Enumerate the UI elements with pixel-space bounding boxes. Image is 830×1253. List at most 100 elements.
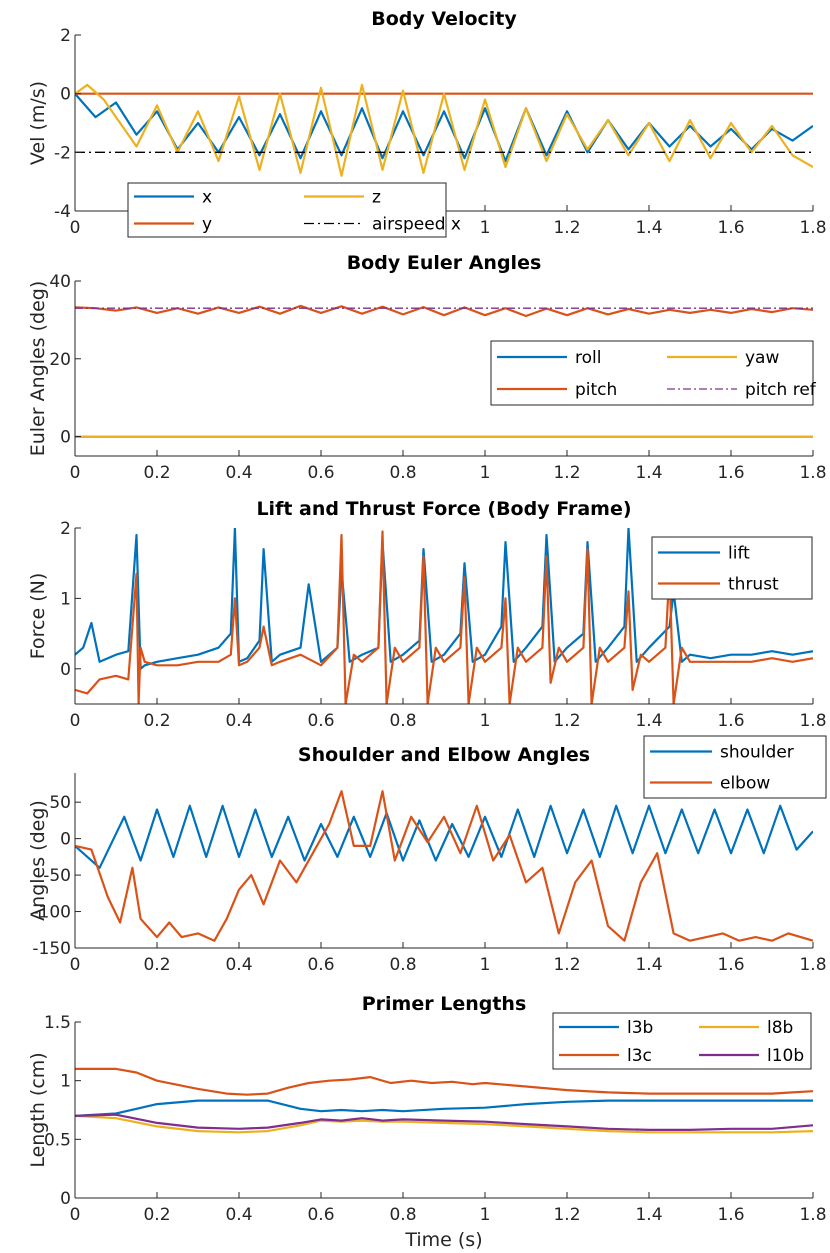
legend-box (552, 1012, 812, 1070)
legend: l3b l8b l3c l10b (552, 1012, 812, 1070)
series-line-pitch (75, 304, 813, 318)
chart-title: Primer Lengths (362, 993, 527, 1015)
y-tick-label: 50 (49, 793, 71, 813)
x-tick-label: 1.4 (635, 955, 662, 975)
x-tick-label: 0 (70, 218, 81, 238)
y-tick-label: -150 (32, 939, 71, 959)
x-tick-label: 1.4 (635, 711, 662, 731)
y-tick-label: 2 (60, 26, 71, 46)
x-tick-label: 1.8 (799, 463, 826, 483)
x-tick-label: 0.4 (225, 955, 252, 975)
legend-label: x (202, 188, 212, 208)
legend-label: l8b (767, 1018, 793, 1038)
legend-label: shoulder (720, 743, 794, 763)
legend: lift thrust (651, 536, 813, 600)
series-line-z (75, 83, 813, 177)
legend-label: z (372, 188, 381, 208)
y-tick-label: 0 (60, 428, 71, 448)
series-line-shoulder (75, 804, 813, 869)
y-tick-label: 1.5 (44, 1013, 71, 1033)
series-line-thrust (75, 530, 813, 704)
x-tick-label: 0.2 (143, 1205, 170, 1225)
y-tick-label: -100 (32, 903, 71, 923)
x-tick-label: 0.4 (225, 463, 252, 483)
legend-label: roll (575, 348, 601, 368)
chart-panel-2: 0 0.2 0.4 0.6 0.8 1 1.2 1.4 1.6 1.8 0 20 40 Body Eule… (27, 252, 827, 483)
series-group (75, 790, 813, 942)
legend-label: pitch ref (745, 380, 817, 400)
legend-label: yaw (745, 348, 779, 368)
x-tick-label: 1.2 (553, 711, 580, 731)
chart-title: Lift and Thrust Force (Body Frame) (256, 498, 631, 520)
y-tick-label: 0.5 (44, 1130, 71, 1150)
x-tick-label: 0.6 (307, 1205, 334, 1225)
chart-title: Shoulder and Elbow Angles (298, 744, 590, 766)
y-tick-label: -4 (54, 202, 71, 222)
legend-label: l3b (627, 1018, 653, 1038)
y-tick-label: 0 (60, 85, 71, 105)
legend-label: l10b (767, 1046, 804, 1066)
x-tick-label: 0.6 (307, 711, 334, 731)
x-tick-label: 1.2 (553, 218, 580, 238)
x-tick-label: 0.8 (389, 1205, 416, 1225)
x-tick-label: 0.2 (143, 463, 170, 483)
legend-label: pitch (575, 380, 617, 400)
chart-title: Body Euler Angles (347, 252, 542, 274)
series-group (75, 304, 813, 438)
y-tick-label: -50 (43, 866, 71, 886)
x-tick-label: 1.8 (799, 1205, 826, 1225)
x-tick-label: 1.6 (717, 955, 744, 975)
legend-label: elbow (720, 774, 770, 794)
x-tick-label: 0.8 (389, 463, 416, 483)
y-axis-label: Force (N) (27, 573, 49, 659)
legend-box (643, 735, 827, 799)
x-tick-label: 1 (480, 1205, 491, 1225)
chart-panel-3: 0 0.2 0.4 0.6 0.8 1 1.2 1.4 1.6 1.8 0 1 2 Lift and Th… (27, 498, 827, 731)
x-tick-label: 1 (480, 218, 491, 238)
legend: shoulder elbow (643, 735, 827, 799)
x-tick-label: 1.6 (717, 218, 744, 238)
x-tick-label: 1.2 (553, 955, 580, 975)
legend-label: lift (728, 544, 750, 564)
series-group (75, 528, 813, 704)
series-line-x (75, 92, 813, 163)
x-tick-label: 0.2 (143, 711, 170, 731)
x-tick-label: 1.6 (717, 1205, 744, 1225)
y-tick-label: 1 (60, 1072, 71, 1092)
legend: roll yaw pitch pitch ref (490, 340, 817, 406)
chart-title: Body Velocity (371, 8, 517, 30)
y-tick-label: 0 (60, 1189, 71, 1209)
legend-box (651, 536, 813, 600)
y-tick-label: 40 (49, 272, 71, 292)
x-axis-label: Time (s) (404, 1229, 482, 1251)
x-tick-label: 1.4 (635, 1205, 662, 1225)
chart-panel-5: 0 0.2 0.4 0.6 0.8 1 1.2 1.4 1.6 1.8 0 0.5 1 1.5 Primer… (27, 993, 827, 1251)
legend-label: thrust (728, 575, 779, 595)
x-tick-label: 0.6 (307, 955, 334, 975)
series-group (75, 83, 813, 177)
y-axis-label: Angles (deg) (27, 800, 49, 921)
x-tick-label: 1.4 (635, 463, 662, 483)
y-tick-label: 0 (60, 830, 71, 850)
legend-label: l3c (627, 1046, 652, 1066)
legend: x z y airspeed x (127, 182, 461, 238)
series-line-elbow (75, 790, 813, 942)
x-tick-label: 0 (70, 955, 81, 975)
x-tick-label: 0.8 (389, 955, 416, 975)
y-tick-label: -2 (54, 143, 71, 163)
x-tick-label: 1.8 (799, 711, 826, 731)
x-tick-label: 0.6 (307, 463, 334, 483)
series-line-l8b (75, 1114, 813, 1134)
x-tick-label: 1.8 (799, 955, 826, 975)
x-tick-label: 0.4 (225, 711, 252, 731)
y-tick-label: 2 (60, 519, 71, 539)
x-tick-label: 1 (480, 711, 491, 731)
x-tick-label: 0 (70, 463, 81, 483)
legend-box (127, 182, 447, 238)
x-tick-label: 1.6 (717, 711, 744, 731)
x-tick-label: 0 (70, 711, 81, 731)
x-tick-label: 1 (480, 463, 491, 483)
chart-panel-4: 0 0.2 0.4 0.6 0.8 1 1.2 1.4 1.6 1.8 -150 -100 -50 0 50… (27, 735, 827, 975)
